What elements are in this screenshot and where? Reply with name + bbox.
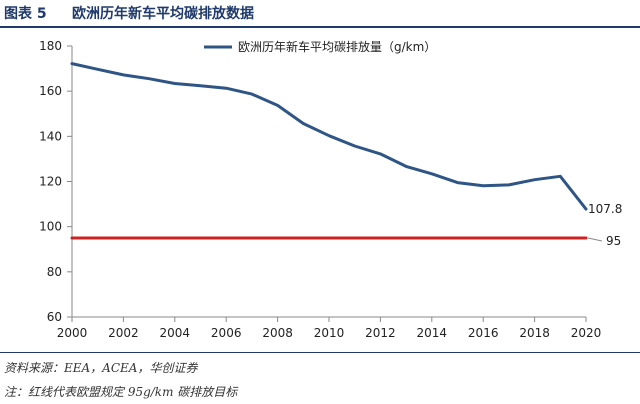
- figure-notes: 资料来源：EEA，ACEA，华创证券 注：红线代表欧盟规定 95g/km 碳排放…: [0, 352, 640, 399]
- x-tick-label: 2000: [57, 326, 88, 340]
- y-tick-label: 60: [47, 310, 62, 324]
- legend: 欧洲历年新车平均碳排放量（g/km）: [204, 39, 436, 54]
- x-tick-label: 2010: [314, 326, 345, 340]
- y-tick-label: 160: [39, 84, 62, 98]
- x-tick-label: 2014: [417, 326, 448, 340]
- y-tick-label: 140: [39, 129, 62, 143]
- series-layer: [70, 62, 588, 240]
- remark-note: 注：红线代表欧盟规定 95g/km 碳排放目标: [4, 385, 238, 399]
- data-label-2020: 107.8: [588, 202, 622, 216]
- annotations: 107.8 95: [587, 202, 622, 248]
- x-tick-label: 2002: [108, 326, 139, 340]
- target-label-leader: [587, 237, 603, 242]
- emission-series-line: [70, 62, 588, 211]
- x-tick-label: 2004: [160, 326, 191, 340]
- source-note: 资料来源：EEA，ACEA，华创证券: [4, 361, 198, 375]
- figure-header: 图表 5 欧洲历年新车平均碳排放数据: [0, 0, 640, 28]
- x-ticks: 2000 2002 2004 2006 2008 2010 2012 2014 2016 2018…: [57, 317, 602, 340]
- figure-number: 图表 5: [4, 6, 47, 22]
- x-tick-label: 2020: [571, 326, 602, 340]
- y-tick-label: 80: [47, 265, 62, 279]
- y-tick-label: 100: [39, 220, 62, 234]
- x-tick-label: 2008: [262, 326, 293, 340]
- figure-title: 欧洲历年新车平均碳排放数据: [72, 6, 254, 22]
- y-ticks: 60 80 100 120 140 160 180: [39, 39, 72, 324]
- legend-label: 欧洲历年新车平均碳排放量（g/km）: [238, 39, 436, 54]
- y-tick-label: 120: [39, 175, 62, 189]
- x-tick-label: 2012: [365, 326, 396, 340]
- x-tick-label: 2018: [519, 326, 550, 340]
- x-tick-label: 2006: [211, 326, 242, 340]
- line-chart: 60 80 100 120 140 160 180 2000 2002 2004 2006 2008…: [39, 39, 622, 340]
- x-tick-label: 2016: [468, 326, 499, 340]
- y-tick-label: 180: [39, 39, 62, 53]
- target-label: 95: [606, 234, 621, 248]
